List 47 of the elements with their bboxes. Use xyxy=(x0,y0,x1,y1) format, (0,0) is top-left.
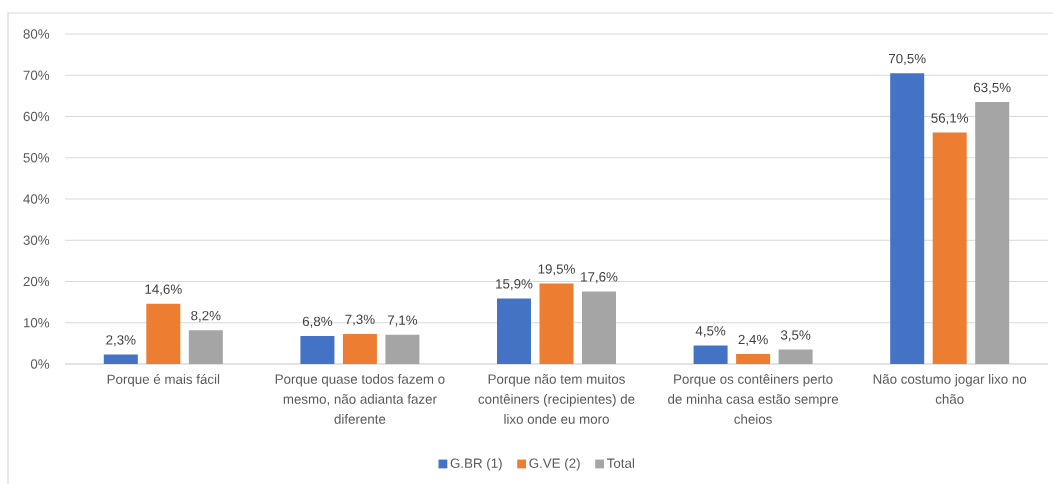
y-tick-label: 30% xyxy=(23,235,50,245)
y-tick-label: 50% xyxy=(23,153,50,163)
bar xyxy=(890,73,925,364)
bar xyxy=(103,354,138,364)
x-tick-label: Porque não tem muitos contêiners (recipientes) de lixo onde eu moro xyxy=(478,374,635,424)
data-label: 19,5% xyxy=(538,264,575,276)
data-label: 70,5% xyxy=(888,53,926,65)
bar xyxy=(300,335,335,364)
data-label: 15,9% xyxy=(496,279,533,291)
legend-label: G.VE (2) xyxy=(529,458,580,471)
bar xyxy=(188,330,223,364)
data-label: 56,1% xyxy=(931,113,969,125)
x-tick-label: Porque é mais fácil xyxy=(107,374,220,387)
bar xyxy=(975,102,1010,364)
data-label: 7,3% xyxy=(345,314,375,326)
bar xyxy=(693,345,728,364)
bar xyxy=(342,333,377,364)
data-label: 8,2% xyxy=(191,310,221,322)
bar xyxy=(778,349,813,364)
y-tick-label: 60% xyxy=(23,111,50,122)
data-label: 2,3% xyxy=(106,335,136,347)
y-tick-label: 70% xyxy=(23,70,50,80)
y-tick-label: 20% xyxy=(23,276,50,287)
bar xyxy=(736,354,771,364)
data-label: 63,5% xyxy=(973,82,1011,94)
legend-label: G.BR (1) xyxy=(450,458,502,471)
x-tick-label: Porque quase todos fazem o mesmo, não adianta fazer diferente xyxy=(275,374,445,424)
y-tick-label: 0% xyxy=(30,359,50,369)
bar xyxy=(582,291,616,364)
y-tick-label: 10% xyxy=(23,318,50,328)
data-label: 3,5% xyxy=(780,330,811,342)
data-label: 2,4% xyxy=(738,334,768,346)
y-tick-label: 40% xyxy=(23,194,50,204)
bar xyxy=(146,303,181,364)
data-label: 14,6% xyxy=(145,284,182,296)
x-tick-label: Não costumo jogar lixo no chão xyxy=(873,374,1027,404)
data-label: 17,6% xyxy=(581,272,618,284)
legend-label: Total xyxy=(606,458,634,468)
data-label: 4,5% xyxy=(695,326,726,338)
data-label: 7,1% xyxy=(387,315,418,327)
bar xyxy=(385,334,420,364)
bar xyxy=(497,298,531,364)
bar xyxy=(932,132,967,364)
y-tick-label: 80% xyxy=(23,29,50,39)
bar xyxy=(539,283,574,364)
x-tick-label: Porque os contêiners perto de minha casa estão sempre cheios xyxy=(668,374,839,424)
data-label: 6,8% xyxy=(302,316,333,328)
